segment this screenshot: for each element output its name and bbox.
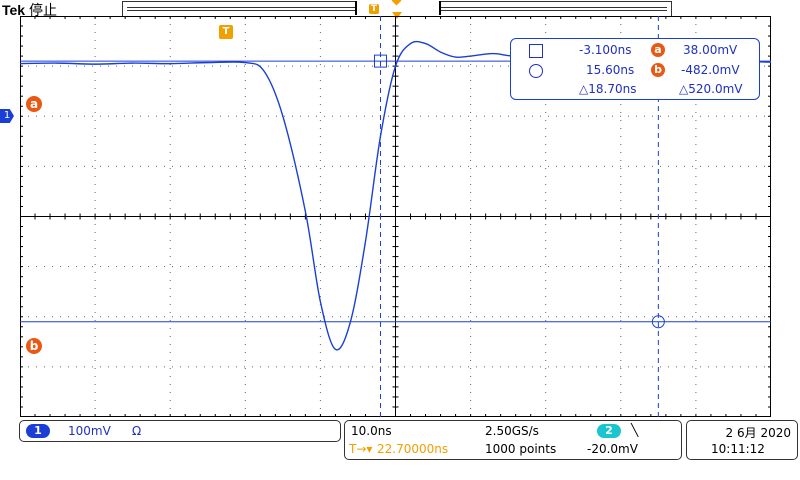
impedance-icon: Ω [132, 424, 142, 438]
record-length: 1000 points [485, 442, 557, 456]
channel1-pill: 1 [26, 424, 50, 438]
trigger-source-pill: 2 [597, 424, 621, 438]
cursor-a-level-marker[interactable]: a [26, 96, 42, 112]
timebase-trigger-panel[interactable]: 10.0ns 2.50GS/s 2 ╲ T→▾ 22.70000ns 1000 … [344, 420, 682, 460]
trigger-position-icon: T→▾ [349, 442, 373, 456]
brand-status: Tek 停止 [2, 0, 57, 20]
clock-time: 10:11:12 [711, 442, 765, 456]
graticule [20, 16, 771, 417]
cursor-b-time: 15.60ns [586, 63, 635, 77]
cursor-a-time: -3.100ns [579, 43, 632, 57]
trigger-position: 22.70000ns [377, 442, 449, 456]
datetime-panel: 2 6月 2020 10:11:12 [686, 420, 798, 460]
trigger-position-marker[interactable]: T [219, 25, 233, 39]
channel1-scale: 100mV [68, 424, 111, 438]
cursor-a-voltage: 38.00mV [683, 43, 738, 57]
cursor-b-level-marker[interactable]: b [26, 338, 42, 354]
cursor-b-badge-icon: b [651, 63, 665, 77]
brand-logo: Tek [2, 2, 26, 18]
date: 2 6月 2020 [725, 426, 791, 440]
trigger-level: -20.0mV [587, 442, 638, 456]
cursor-readout: -3.100ns a 38.00mV 15.60ns b -482.0mV △1… [510, 38, 760, 100]
center-axes [20, 16, 771, 417]
cursor-a-time-icon [529, 44, 543, 58]
cursor-b-voltage: -482.0mV [681, 63, 740, 77]
cursor-b-time-icon [529, 64, 543, 78]
record-trigger-icon: T [369, 4, 379, 14]
cursor-a-badge-icon: a [651, 43, 665, 57]
falling-edge-icon: ╲ [631, 423, 639, 437]
sample-rate: 2.50GS/s [485, 424, 539, 438]
channel1-ground-marker[interactable]: 1 [0, 109, 14, 123]
cursor-delta-voltage: △520.0mV [679, 82, 743, 96]
cursor-b-crosshair[interactable] [651, 315, 665, 329]
time-per-div: 10.0ns [351, 424, 392, 438]
cursor-delta-time: △18.70ns [579, 82, 637, 96]
cursor-a-crosshair[interactable] [373, 54, 387, 68]
channel1-settings[interactable]: 1 100mV Ω [19, 420, 341, 442]
acquisition-status: 停止 [28, 2, 57, 18]
